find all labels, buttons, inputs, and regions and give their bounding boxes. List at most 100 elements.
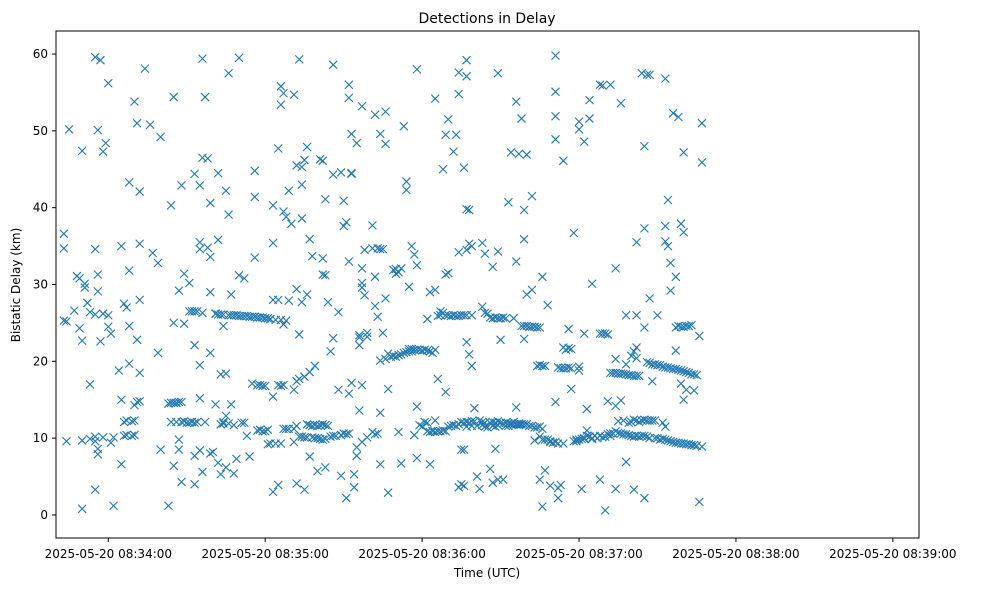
data-point: [634, 417, 644, 427]
data-point: [415, 420, 424, 430]
data-point: [135, 368, 145, 378]
data-point: [373, 312, 383, 322]
data-point: [368, 220, 377, 230]
data-point: [616, 396, 626, 405]
data-point: [135, 239, 145, 249]
data-point: [606, 80, 615, 90]
data-point: [156, 132, 165, 142]
data-point: [354, 406, 364, 415]
data-point: [412, 402, 422, 412]
data-point: [394, 427, 403, 437]
plot-area-frame: [55, 30, 920, 539]
data-point: [409, 430, 419, 440]
data-point: [135, 295, 145, 305]
data-point: [579, 137, 589, 147]
data-point: [543, 300, 553, 310]
data-point: [302, 419, 312, 429]
data-point: [553, 493, 563, 503]
data-point: [456, 445, 466, 455]
data-point: [281, 316, 291, 325]
data-point: [339, 221, 349, 231]
data-point: [127, 416, 137, 426]
data-point: [684, 368, 694, 378]
data-point: [679, 147, 689, 157]
data-point: [234, 270, 244, 280]
data-point: [454, 247, 464, 257]
data-point: [506, 147, 516, 157]
data-point: [224, 68, 233, 78]
data-point: [637, 68, 647, 78]
data-point: [660, 221, 670, 231]
data-point: [645, 70, 655, 80]
data-point: [177, 477, 186, 487]
data-point: [645, 358, 655, 368]
data-point: [574, 362, 584, 372]
data-point: [425, 459, 435, 469]
data-point: [85, 307, 95, 317]
data-point: [587, 279, 597, 289]
data-point: [574, 124, 584, 134]
data-point: [375, 244, 385, 254]
data-point: [82, 298, 92, 308]
data-point: [294, 330, 304, 339]
data-point: [360, 290, 369, 300]
data-point: [420, 417, 430, 427]
data-point: [611, 484, 621, 494]
data-point: [268, 238, 278, 248]
data-point: [430, 285, 440, 295]
data-point: [90, 52, 100, 62]
data-point: [436, 306, 445, 316]
data-point: [647, 376, 657, 386]
data-point: [540, 361, 550, 371]
data-point: [90, 310, 100, 319]
data-point: [545, 481, 555, 491]
data-point: [268, 200, 278, 210]
data-point: [313, 421, 322, 431]
data-point: [645, 293, 655, 303]
data-point: [174, 286, 184, 296]
data-point: [462, 55, 471, 65]
data-point: [407, 346, 417, 356]
data-point: [679, 227, 689, 237]
data-point: [164, 501, 173, 511]
data-point: [341, 493, 351, 503]
data-point: [396, 263, 406, 273]
data-point: [600, 505, 610, 515]
data-point: [438, 426, 448, 435]
data-point: [318, 253, 328, 263]
data-point: [130, 97, 139, 107]
data-point: [297, 214, 307, 223]
data-point: [344, 93, 354, 103]
data-point: [540, 466, 550, 475]
data-point: [124, 177, 134, 187]
data-point: [279, 320, 288, 329]
data-point: [443, 422, 453, 432]
data-point: [302, 142, 312, 152]
data-point: [477, 302, 487, 312]
data-point: [477, 238, 487, 248]
data-point: [255, 425, 265, 435]
data-point: [93, 449, 103, 459]
data-point: [650, 416, 660, 425]
data-point: [90, 244, 100, 254]
data-point: [647, 416, 657, 425]
data-point: [498, 475, 508, 485]
data-point: [177, 181, 186, 190]
data-point: [538, 424, 547, 434]
data-point: [297, 162, 307, 172]
data-point: [211, 399, 220, 409]
data-point: [375, 459, 385, 469]
data-point: [286, 219, 296, 229]
data-point: [517, 114, 526, 123]
x-tick-label: 2025-05-20 08:38:00: [672, 547, 799, 561]
data-point: [323, 421, 333, 431]
data-point: [221, 186, 231, 196]
data-point: [370, 301, 380, 311]
data-point: [213, 235, 223, 245]
data-point: [357, 101, 367, 111]
data-point: [383, 384, 393, 394]
data-point: [687, 320, 696, 330]
data-point: [579, 329, 589, 339]
data-point: [527, 421, 537, 431]
data-point: [598, 432, 607, 442]
